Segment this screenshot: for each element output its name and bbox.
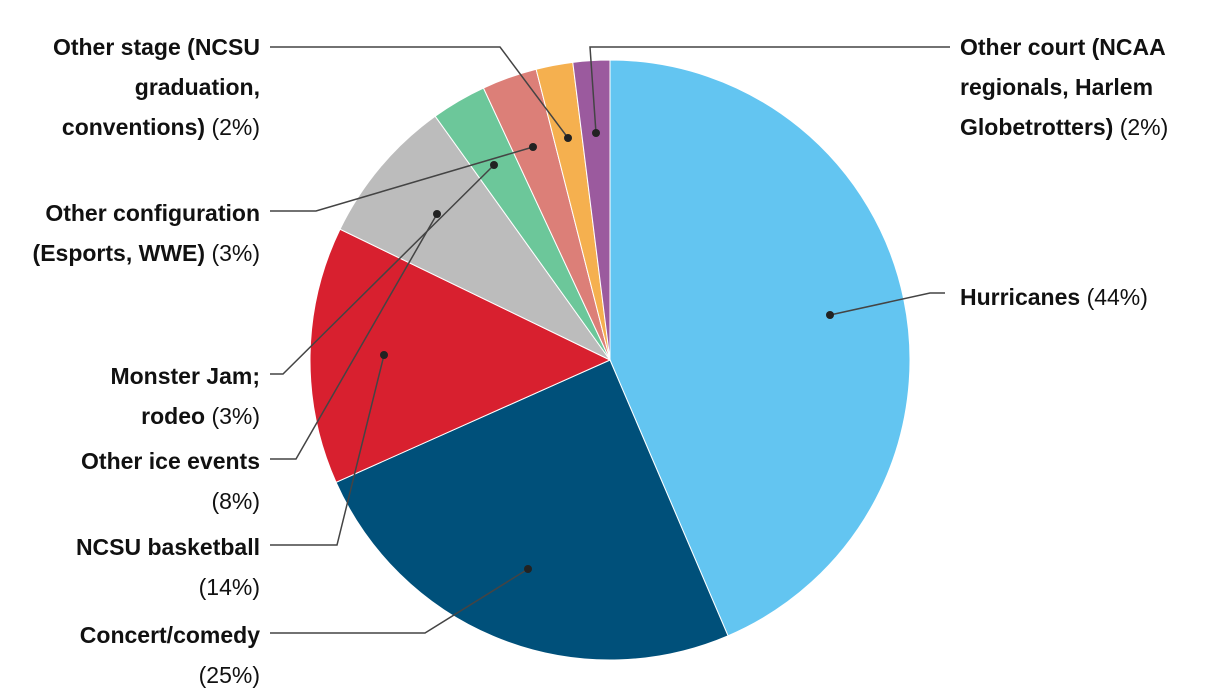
pie-slice: [339, 115, 611, 361]
leader-line: [270, 146, 534, 212]
category-label: Other configuration (Esports, WWE): [32, 200, 260, 266]
value-label: (8%): [211, 488, 260, 514]
leader-dot: [564, 134, 572, 142]
leader-dot: [529, 143, 537, 151]
pie-slice: [335, 359, 729, 661]
slice-label: Concert/comedy (25%): [40, 615, 260, 695]
leader-line: [270, 354, 385, 546]
value-label: (25%): [198, 662, 260, 688]
pie-slice: [309, 228, 612, 483]
value-label: (3%): [211, 403, 260, 429]
category-label: NCSU basketball: [75, 534, 260, 560]
leader-dot: [826, 311, 834, 319]
category-label: Hurricanes: [960, 284, 1081, 310]
leader-dot: [490, 161, 498, 169]
category-label: Other stage (NCSU graduation, convention…: [52, 34, 260, 140]
leader-line: [270, 213, 438, 460]
value-label: (2%): [1119, 114, 1169, 140]
value-label: (2%): [211, 114, 260, 140]
slice-label: Other court (NCAA regionals, Harlem Glob…: [960, 27, 1210, 147]
leader-dot: [433, 210, 441, 218]
leader-line: [829, 292, 945, 316]
leader-dot: [380, 351, 388, 359]
slice-label: NCSU basketball (14%): [30, 527, 260, 607]
slice-label: Other stage (NCSU graduation, convention…: [5, 27, 260, 147]
slice-label: Hurricanes (44%): [960, 277, 1220, 317]
leader-dot: [524, 565, 532, 573]
leader-dot: [592, 129, 600, 137]
leader-line: [270, 164, 495, 375]
category-label: Other ice events: [81, 448, 260, 474]
leader-line: [270, 46, 569, 139]
category-label: Other court (NCAA regionals, Harlem Glob…: [960, 34, 1165, 140]
value-label: (3%): [211, 240, 260, 266]
category-label: Monster Jam; rodeo: [110, 363, 260, 429]
slice-label: Other ice events (8%): [40, 441, 260, 521]
slice-label: Other configuration (Esports, WWE) (3%): [0, 193, 260, 273]
category-label: Concert/comedy: [79, 622, 260, 648]
slice-label: Monster Jam; rodeo (3%): [70, 356, 260, 436]
value-label: (14%): [198, 574, 260, 600]
pie-slice: [609, 59, 911, 637]
leader-line: [589, 46, 950, 134]
leader-line: [270, 568, 529, 634]
value-label: (44%): [1086, 284, 1148, 310]
